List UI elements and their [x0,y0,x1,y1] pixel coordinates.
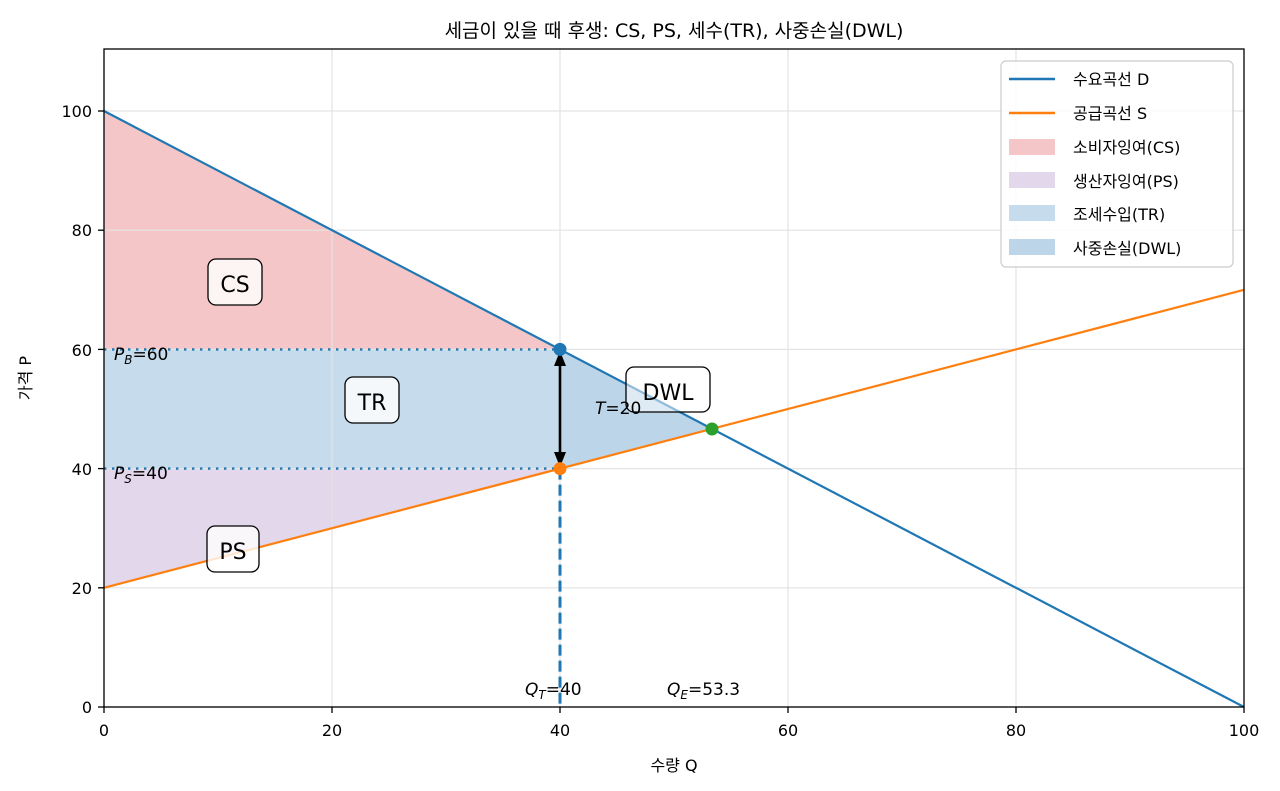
y-axis [98,110,104,708]
seller-price-point [553,462,567,476]
y-axis-label: 가격 P [16,356,35,401]
ps-label: PS [219,540,246,565]
x-axis [103,707,1245,713]
legend-label: 사중손실(DWL) [1073,239,1181,258]
legend-item-deadweight-loss: 사중손실(DWL) [1009,239,1181,258]
legend-label: 생산자잉여(PS) [1073,172,1179,191]
seller-price-label: PS=40 [114,464,168,486]
tr-label: TR [357,391,387,416]
legend-label: 소비자잉여(CS) [1073,138,1180,157]
x-tick-label: 20 [322,721,342,740]
legend: 수요곡선 D 공급곡선 S 소비자잉여(CS) 생산자잉여(PS) 조세수입(T… [1000,60,1234,268]
legend-item-supply: 공급곡선 S [1009,104,1147,123]
legend-item-tax-revenue: 조세수입(TR) [1009,205,1165,224]
y-tick-label: 40 [72,460,92,479]
y-tick-label: 60 [72,341,92,360]
x-tick-label: 80 [1006,721,1026,740]
tr-label-box: TR [344,376,400,424]
buyer-price-point [553,342,567,356]
plot-frame [103,48,1245,708]
x-tick-label: 100 [1229,721,1260,740]
tax-amount-label: T=20 [595,399,641,419]
cs-label: CS [220,273,249,298]
tax-quantity-label: QT=40 [525,680,582,702]
cs-label-box: CS [207,258,263,306]
y-tick-labels: 0 20 40 60 80 100 [61,102,92,717]
legend-label: 공급곡선 S [1073,104,1147,123]
equilibrium-point [705,422,719,436]
supply-curve [103,288,1245,589]
legend-label: 수요곡선 D [1073,70,1149,89]
y-tick-label: 0 [82,698,92,717]
x-tick-label: 60 [778,721,798,740]
y-tick-label: 100 [61,102,92,121]
legend-item-producer-surplus: 생산자잉여(PS) [1009,172,1179,191]
dwl-label-box: DWL [625,366,711,413]
x-tick-label: 40 [550,721,570,740]
legend-item-demand: 수요곡선 D [1009,70,1149,89]
ps-label-box: PS [206,525,260,573]
y-tick-label: 80 [72,221,92,240]
tax-double-arrow [554,351,566,467]
equilibrium-quantity-label: QE=53.3 [667,680,740,702]
legend-item-consumer-surplus: 소비자잉여(CS) [1009,138,1180,157]
dwl-label: DWL [643,381,695,406]
buyer-price-label: PB=60 [114,345,168,367]
x-axis-label: 수량 Q [650,756,697,775]
x-tick-labels: 0 20 40 60 80 100 [99,721,1259,740]
x-tick-label: 0 [99,721,109,740]
legend-label: 조세수입(TR) [1073,205,1165,224]
y-tick-label: 20 [72,579,92,598]
chart-title: 세금이 있을 때 후생: CS, PS, 세수(TR), 사중손실(DWL) [445,20,904,42]
